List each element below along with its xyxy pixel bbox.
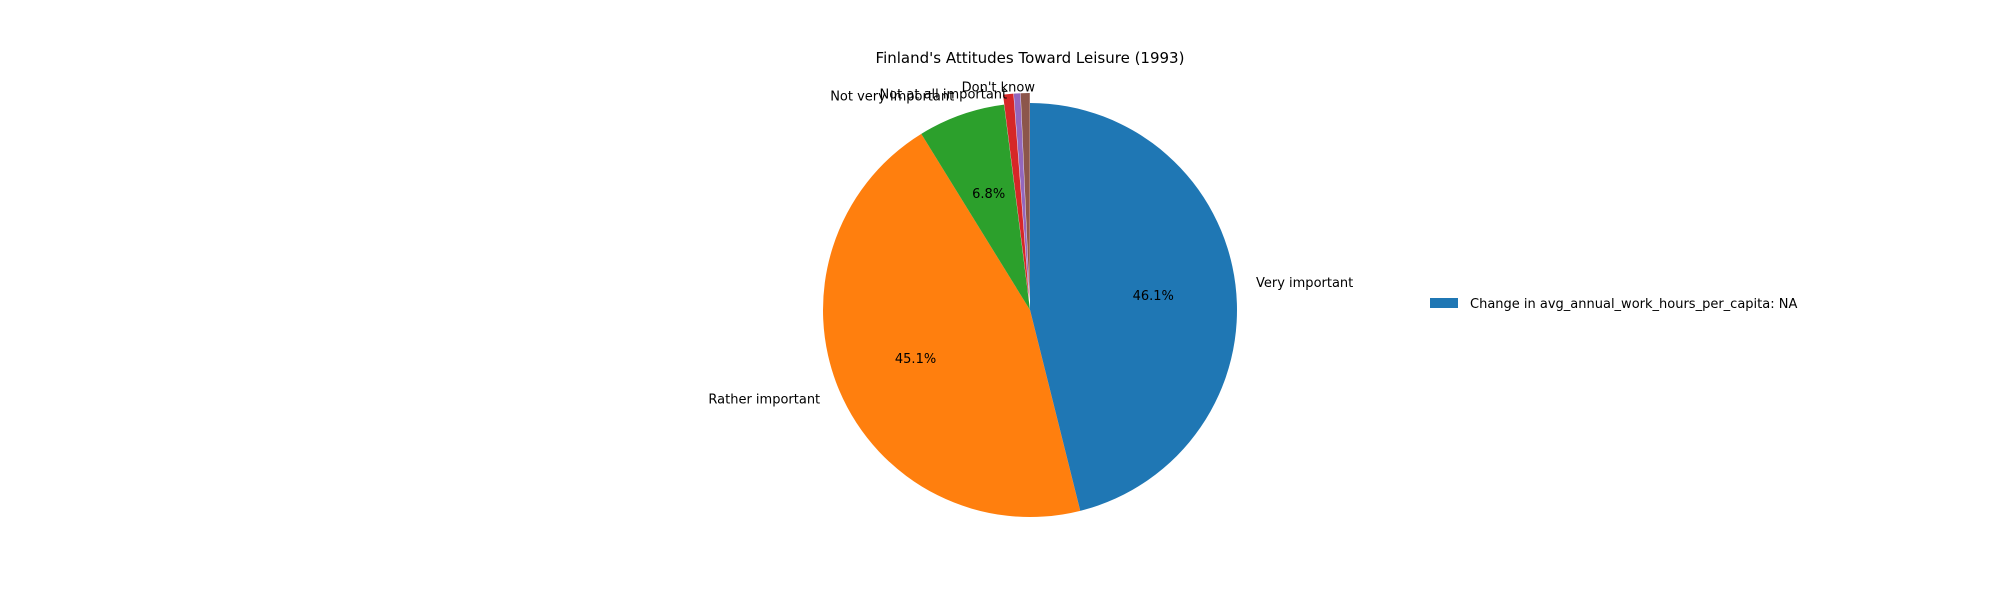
chart-title: Finland's Attitudes Toward Leisure (1993… [876,49,1185,67]
slice-label: Rather important [708,392,820,407]
pie-slice [823,133,1081,517]
slice-percent-label: 6.8% [972,187,1005,202]
slice-percent-label: 45.1% [895,352,936,367]
slice-label: Don't know [962,80,1036,95]
pie-slice [1013,93,1030,301]
pie-slices [823,93,1237,517]
pie-slice [921,104,1030,310]
legend: Change in avg_annual_work_hours_per_capi… [1430,297,1797,312]
pie-slice [1003,93,1029,301]
slice-label: Not very important [830,89,954,104]
slice-label: Not at all important [879,87,1007,102]
pie-slice [1020,93,1030,301]
legend-swatch [1430,298,1458,308]
legend-entry-label: Change in avg_annual_work_hours_per_capi… [1470,297,1797,312]
pie-slice [1030,103,1237,511]
slice-label: Very important [1256,276,1353,291]
pie-labels: Very important 46.1% Rather important 45.1%… [708,80,1353,407]
slice-percent-label: 46.1% [1133,289,1174,304]
